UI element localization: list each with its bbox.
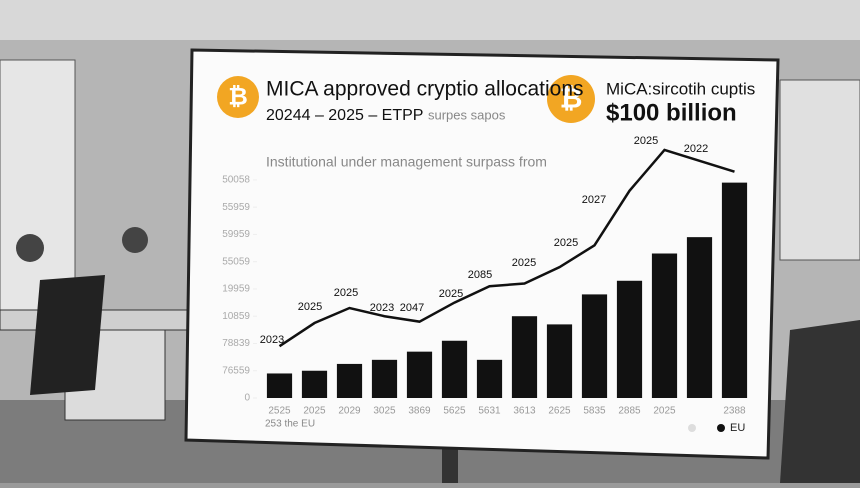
y-tick-label: 76559 — [222, 365, 250, 376]
x-tick-label: 2025 — [653, 406, 676, 417]
x-tick-label: 2029 — [338, 406, 361, 417]
annotation: 2025 — [554, 237, 578, 249]
y-tick-label: 55059 — [222, 256, 250, 267]
bitcoin-icon — [547, 75, 595, 123]
bitcoin-icon — [217, 76, 259, 118]
footnote: 253 the EU — [265, 419, 315, 430]
chart-subtitle: 20244 – 2025 – ETPP — [266, 107, 423, 124]
y-tick-label: 55959 — [222, 202, 250, 213]
y-tick-label: 19959 — [222, 284, 250, 295]
annotation: 2023 — [370, 302, 394, 314]
trend-line — [278, 148, 735, 348]
annotation: 2085 — [468, 269, 492, 281]
chart-title: MICA approved cryptio allocations — [266, 78, 584, 101]
window — [779, 79, 860, 261]
annotation: 2023 — [260, 334, 284, 346]
y-tick-label: 50058 — [222, 175, 250, 186]
bar — [616, 280, 643, 398]
annotation: 2025 — [512, 257, 536, 269]
x-tick-label: 3613 — [513, 406, 536, 417]
person — [122, 227, 148, 253]
x-tick-label: 5625 — [443, 406, 466, 417]
legend-dot — [688, 424, 696, 432]
caption: Institutional under management surpass f… — [266, 154, 547, 170]
legend-label: EU — [730, 422, 745, 434]
y-tick-label: 10859 — [222, 311, 250, 322]
side-title: MiCA:sircotih cuptis — [606, 79, 755, 98]
person — [16, 234, 44, 262]
legend-dot — [717, 424, 725, 432]
y-tick-label: 0 — [244, 393, 250, 404]
x-tick-label: 3025 — [373, 406, 396, 417]
board-stand — [442, 440, 458, 483]
bar — [721, 182, 748, 398]
x-tick-label: 5835 — [583, 406, 606, 417]
y-tick-label: 78839 — [222, 338, 250, 349]
y-tick-label: 59959 — [222, 229, 250, 240]
bar — [441, 340, 468, 398]
annotation: 2025 — [439, 288, 463, 300]
window — [0, 59, 76, 311]
bar — [651, 253, 678, 398]
x-tick-label: 2388 — [723, 406, 746, 417]
annotation: 2025 — [634, 135, 658, 147]
x-tick-label: 2025 — [303, 406, 326, 417]
bar — [546, 324, 573, 398]
x-tick-label: 2885 — [618, 406, 641, 417]
bitcoin-symbol: ₿ — [560, 82, 583, 113]
x-tick-label: 2625 — [548, 406, 571, 417]
bar — [581, 294, 608, 398]
bitcoin-symbol: ₿ — [228, 83, 248, 110]
bar — [301, 370, 328, 398]
x-tick-label: 3869 — [408, 406, 431, 417]
annotation: 2027 — [582, 194, 606, 206]
bar — [686, 237, 713, 398]
bar — [406, 351, 433, 398]
bar — [371, 359, 398, 398]
ceiling — [0, 0, 860, 40]
annotation: 2022 — [684, 143, 708, 155]
annotation: 2025 — [334, 287, 358, 299]
bar — [266, 373, 293, 398]
chart: 0 76559 78839 10859 19959 55059 59959 55959 5005… — [222, 135, 748, 434]
chair — [30, 275, 105, 395]
subtitle-note: surpes sapos — [428, 107, 506, 122]
bar — [476, 359, 503, 398]
annotation: 2047 — [400, 302, 424, 314]
x-tick-label: 2525 — [268, 406, 291, 417]
bar — [336, 363, 363, 398]
annotation: 2025 — [298, 301, 322, 313]
bar — [511, 316, 538, 398]
x-tick-label: 5631 — [478, 406, 501, 417]
chair — [780, 320, 860, 483]
side-value: $100 billion — [606, 99, 737, 126]
